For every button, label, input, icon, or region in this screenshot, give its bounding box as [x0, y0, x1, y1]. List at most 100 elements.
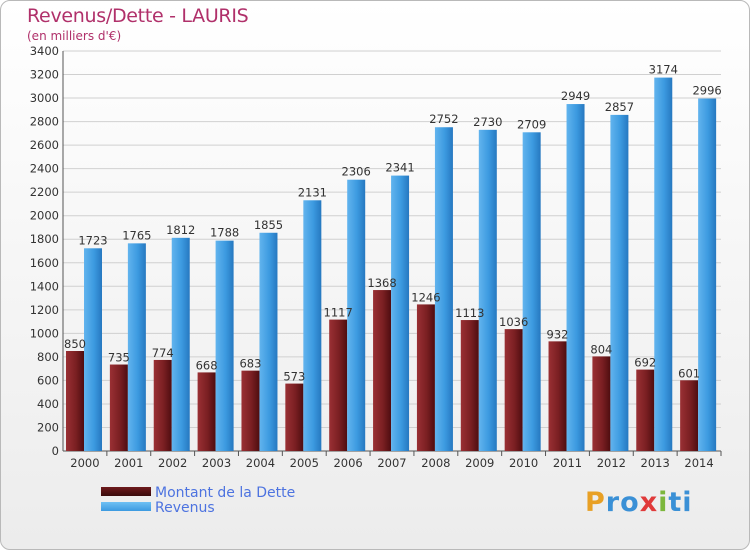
data-label-revenus: 1812 [166, 223, 195, 237]
bar-dette-2014 [680, 380, 699, 451]
bar-revenus-2000 [84, 248, 102, 451]
bar-revenus-2008 [434, 127, 453, 451]
bar-revenus-2006 [347, 179, 366, 452]
data-label-revenus: 2996 [692, 84, 721, 98]
data-label-dette: 1036 [499, 315, 528, 329]
data-label-revenus: 1765 [122, 228, 151, 242]
bar-revenus-2004 [259, 232, 278, 451]
data-label-revenus: 2857 [605, 100, 634, 114]
bar-revenus-2002 [171, 237, 190, 451]
bar-dette-2000 [66, 351, 84, 451]
data-label-revenus: 2730 [473, 115, 502, 129]
bar-dette-2007 [373, 290, 392, 451]
bar-revenus-2010 [522, 132, 541, 451]
x-tick-label: 2006 [333, 456, 362, 470]
y-tick-label: 2200 [30, 185, 59, 199]
data-label-dette: 1246 [411, 290, 440, 304]
proxiti-logo: Proxiti [585, 487, 693, 518]
legend-label-dette: Montant de la Dette [155, 485, 296, 501]
x-tick-label: 2007 [377, 456, 406, 470]
x-tick-label: 2013 [641, 456, 670, 470]
x-tick-label: 2000 [70, 456, 99, 470]
bar-dette-2011 [548, 341, 567, 451]
data-label-revenus: 2752 [429, 112, 458, 126]
bar-dette-2003 [197, 372, 216, 451]
y-tick-label: 1400 [30, 279, 59, 293]
legend-swatch-dette [101, 487, 151, 496]
y-tick-label: 3400 [30, 44, 59, 58]
y-tick-label: 2000 [30, 209, 59, 223]
y-tick-label: 800 [37, 350, 59, 364]
x-tick-label: 2005 [290, 456, 319, 470]
y-tick-label: 600 [37, 373, 59, 387]
data-label-dette: 774 [152, 346, 174, 360]
y-tick-label: 2800 [30, 115, 59, 129]
bar-dette-2005 [285, 383, 304, 451]
legend-swatch-revenus [101, 502, 151, 511]
y-tick-label: 200 [37, 420, 59, 434]
y-tick-label: 1800 [30, 232, 59, 246]
x-tick-label: 2009 [465, 456, 494, 470]
data-label-revenus: 1723 [78, 233, 107, 247]
chart-subtitle: (en milliers d'€) [27, 29, 122, 43]
y-tick-label: 2600 [30, 138, 59, 152]
bar-dette-2010 [504, 329, 523, 451]
x-tick-label: 2008 [421, 456, 450, 470]
y-tick-label: 3200 [30, 68, 59, 82]
bar-revenus-2007 [391, 175, 410, 451]
data-label-dette: 804 [590, 342, 612, 356]
bar-dette-2009 [460, 320, 479, 451]
data-label-dette: 1113 [455, 306, 484, 320]
data-label-revenus: 2709 [517, 117, 546, 131]
bar-revenus-2011 [566, 104, 585, 451]
bar-revenus-2014 [698, 98, 717, 451]
x-tick-label: 2001 [114, 456, 143, 470]
bar-dette-2012 [592, 356, 611, 451]
data-label-revenus: 2341 [385, 161, 414, 175]
data-label-dette: 601 [678, 366, 700, 380]
data-label-revenus: 3174 [649, 63, 678, 77]
data-label-dette: 1117 [324, 306, 353, 320]
data-label-dette: 850 [64, 337, 86, 351]
data-label-revenus: 2131 [298, 185, 327, 199]
chart-title: Revenus/Dette - LAURIS [27, 5, 249, 27]
y-tick-label: 3000 [30, 91, 59, 105]
x-tick-label: 2002 [158, 456, 187, 470]
data-label-dette: 692 [634, 356, 656, 370]
y-tick-label: 1600 [30, 256, 59, 270]
data-label-revenus: 1788 [210, 226, 239, 240]
data-label-revenus: 2306 [342, 165, 371, 179]
x-tick-label: 2014 [684, 456, 713, 470]
data-label-dette: 735 [108, 351, 130, 365]
data-label-dette: 668 [196, 358, 218, 372]
x-tick-label: 2003 [202, 456, 231, 470]
bar-dette-2004 [241, 370, 260, 451]
bar-revenus-2013 [654, 77, 673, 452]
y-tick-label: 0 [52, 444, 59, 458]
bar-revenus-2012 [610, 114, 629, 451]
bar-dette-2008 [416, 304, 435, 451]
data-label-dette: 573 [283, 370, 305, 384]
bar-dette-2002 [153, 359, 172, 451]
x-tick-label: 2011 [553, 456, 582, 470]
x-tick-label: 2010 [509, 456, 538, 470]
data-label-revenus: 2949 [561, 89, 590, 103]
y-tick-label: 1200 [30, 303, 59, 317]
x-tick-label: 2004 [246, 456, 275, 470]
bar-dette-2006 [329, 319, 348, 451]
bar-dette-2013 [636, 369, 655, 451]
legend-label-revenus: Revenus [155, 500, 215, 516]
bar-revenus-2009 [478, 129, 497, 451]
y-tick-label: 2400 [30, 162, 59, 176]
x-tick-label: 2012 [597, 456, 626, 470]
bar-revenus-2003 [215, 240, 234, 451]
data-label-dette: 932 [547, 327, 569, 341]
bar-dette-2001 [109, 364, 128, 451]
bar-revenus-2005 [303, 200, 322, 451]
data-label-dette: 683 [239, 357, 261, 371]
data-label-dette: 1368 [367, 276, 396, 290]
bar-revenus-2001 [127, 243, 146, 451]
y-tick-label: 400 [37, 397, 59, 411]
